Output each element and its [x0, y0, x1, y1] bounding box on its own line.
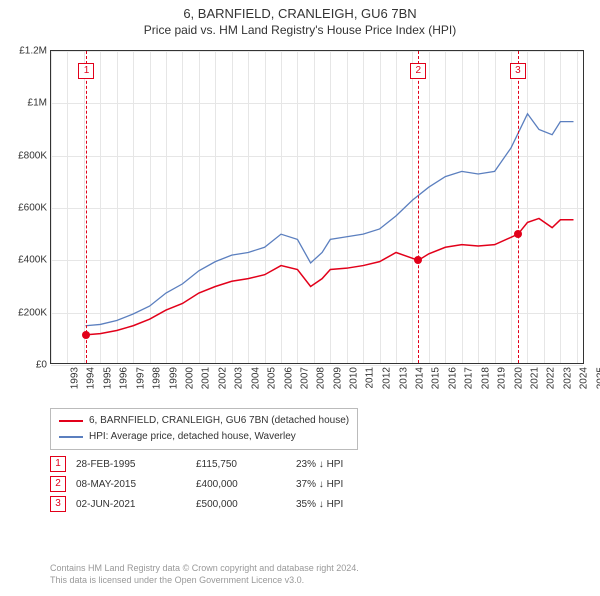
legend-row: HPI: Average price, detached house, Wave…: [59, 429, 349, 445]
series-price: [86, 218, 573, 334]
x-tick: 2002: [217, 367, 228, 389]
chart-title: 6, BARNFIELD, CRANLEIGH, GU6 7BN: [0, 6, 600, 21]
x-tick: 2008: [316, 367, 327, 389]
x-tick: 2024: [579, 367, 590, 389]
event-number: 2: [50, 476, 66, 492]
event-number: 3: [50, 496, 66, 512]
legend-swatch: [59, 420, 83, 422]
footer: Contains HM Land Registry data © Crown c…: [50, 562, 359, 586]
x-tick: 2006: [283, 367, 294, 389]
x-tick: 2020: [513, 367, 524, 389]
table-row: 2 08-MAY-2015£400,00037% ↓ HPI: [50, 474, 376, 494]
x-tick: 2007: [299, 367, 310, 389]
legend-label: 6, BARNFIELD, CRANLEIGH, GU6 7BN (detach…: [89, 413, 349, 429]
event-delta: 37% ↓ HPI: [296, 479, 376, 490]
event-number: 1: [50, 456, 66, 472]
x-tick: 2003: [234, 367, 245, 389]
x-tick: 1994: [86, 367, 97, 389]
x-tick: 1995: [102, 367, 113, 389]
x-tick: 2013: [398, 367, 409, 389]
x-tick: 2017: [464, 367, 475, 389]
y-tick: £0: [36, 360, 51, 371]
x-tick: 2021: [529, 367, 540, 389]
legend-row: 6, BARNFIELD, CRANLEIGH, GU6 7BN (detach…: [59, 413, 349, 429]
x-tick: 2011: [364, 367, 375, 389]
event-dot: [414, 256, 422, 264]
x-tick: 2005: [266, 367, 277, 389]
x-tick: 2022: [546, 367, 557, 389]
x-tick: 2014: [414, 367, 425, 389]
x-tick: 2001: [201, 367, 212, 389]
table-row: 3 02-JUN-2021£500,00035% ↓ HPI: [50, 494, 376, 514]
page: 6, BARNFIELD, CRANLEIGH, GU6 7BN Price p…: [0, 6, 600, 596]
y-tick: £1.2M: [19, 46, 51, 57]
x-tick: 2012: [381, 367, 392, 389]
footer-line: This data is licensed under the Open Gov…: [50, 574, 359, 586]
x-tick: 2000: [184, 367, 195, 389]
x-tick: 2025: [595, 367, 600, 389]
x-tick: 2015: [431, 367, 442, 389]
y-tick: £1M: [28, 98, 51, 109]
event-delta: 23% ↓ HPI: [296, 459, 376, 470]
x-tick: 1997: [135, 367, 146, 389]
table-row: 1 28-FEB-1995£115,75023% ↓ HPI: [50, 454, 376, 474]
x-tick: 1999: [168, 367, 179, 389]
event-date: 28-FEB-1995: [76, 459, 196, 470]
event-price: £115,750: [196, 459, 296, 470]
x-tick: 1998: [151, 367, 162, 389]
footer-line: Contains HM Land Registry data © Crown c…: [50, 562, 359, 574]
event-marker: 3: [510, 63, 526, 79]
x-tick: 2009: [332, 367, 343, 389]
event-marker: 2: [410, 63, 426, 79]
event-dot: [514, 230, 522, 238]
x-tick: 2018: [480, 367, 491, 389]
x-tick: 2016: [447, 367, 458, 389]
event-date: 02-JUN-2021: [76, 499, 196, 510]
legend-swatch: [59, 436, 83, 438]
event-price: £500,000: [196, 499, 296, 510]
series-svg: [51, 51, 585, 365]
x-tick: 1993: [69, 367, 80, 389]
legend-label: HPI: Average price, detached house, Wave…: [89, 429, 296, 445]
event-date: 08-MAY-2015: [76, 479, 196, 490]
plot-area: £0£200K£400K£600K£800K£1M£1.2M1993199419…: [50, 50, 584, 364]
x-tick: 2010: [349, 367, 360, 389]
event-delta: 35% ↓ HPI: [296, 499, 376, 510]
x-tick: 2023: [562, 367, 573, 389]
series-hpi: [86, 114, 574, 326]
y-tick: £400K: [18, 255, 51, 266]
chart-subtitle: Price paid vs. HM Land Registry's House …: [0, 23, 600, 37]
event-dot: [82, 331, 90, 339]
y-tick: £800K: [18, 150, 51, 161]
event-marker: 1: [78, 63, 94, 79]
x-tick: 1996: [119, 367, 130, 389]
y-tick: £200K: [18, 307, 51, 318]
event-table: 1 28-FEB-1995£115,75023% ↓ HPI 2 08-MAY-201…: [50, 454, 376, 514]
x-tick: 2004: [250, 367, 261, 389]
y-tick: £600K: [18, 203, 51, 214]
x-tick: 2019: [496, 367, 507, 389]
legend: 6, BARNFIELD, CRANLEIGH, GU6 7BN (detach…: [50, 408, 358, 450]
event-price: £400,000: [196, 479, 296, 490]
